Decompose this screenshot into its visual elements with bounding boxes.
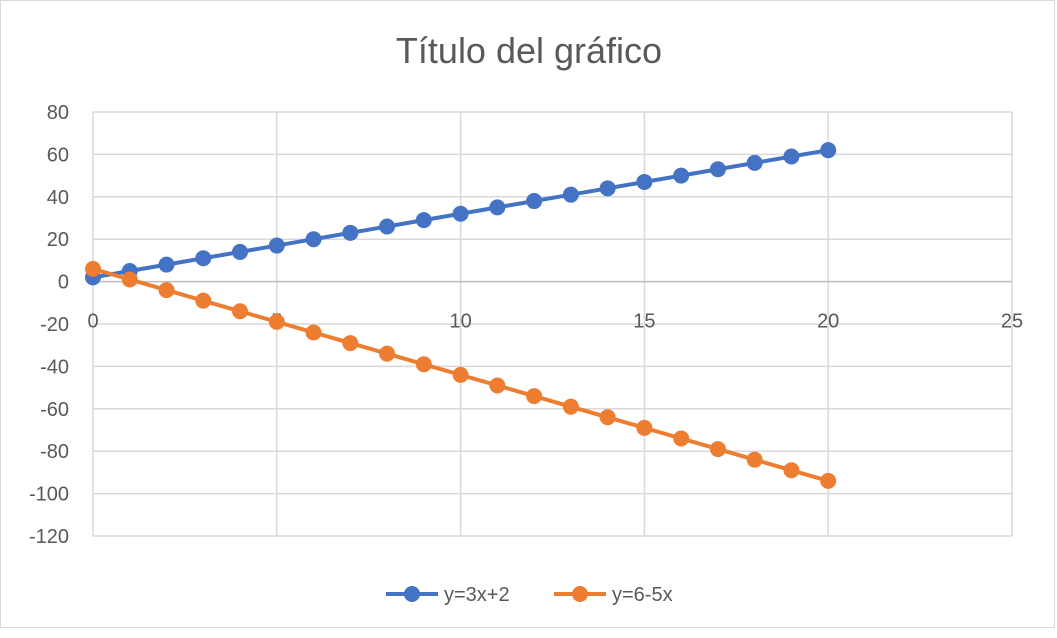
y-tick-label-0: 80 [47, 102, 69, 124]
series-2-point-16 [673, 430, 690, 447]
series-1-point-19 [783, 148, 800, 165]
series-1-point-2 [158, 256, 175, 273]
y-tick-label-3: 20 [47, 229, 69, 251]
series-2-point-13 [562, 398, 579, 415]
series-2-point-2 [158, 282, 175, 299]
series-layer [85, 142, 837, 489]
series-1-point-6 [305, 231, 322, 248]
y-tick-label-10: -120 [29, 526, 69, 548]
series-2-point-15 [636, 419, 653, 436]
chart-title: Título del gráfico [396, 30, 662, 71]
y-tick-label-8: -80 [40, 441, 69, 463]
legend-label-2: y=6-5x [612, 584, 673, 606]
series-1-point-8 [379, 218, 396, 235]
series-2-point-3 [195, 292, 212, 309]
series-1-point-15 [636, 173, 653, 190]
series-2-point-8 [379, 345, 396, 362]
series-1-point-4 [232, 243, 249, 260]
series-1-point-5 [268, 237, 285, 254]
series-1-point-13 [562, 186, 579, 203]
x-tick-label-0: 0 [87, 311, 98, 333]
series-1-point-18 [746, 154, 763, 171]
series-1-point-14 [599, 180, 616, 197]
y-tick-label-7: -60 [40, 399, 69, 421]
legend-item-2: y=6-5x [554, 584, 673, 606]
y-tick-label-9: -100 [29, 484, 69, 506]
series-2-point-6 [305, 324, 322, 341]
y-tick-label-1: 60 [47, 144, 69, 166]
y-axis-labels: 80 60 40 20 0 -20 -40 -60 -80 -100 -120 [29, 102, 69, 548]
series-2-point-20 [820, 472, 837, 489]
legend-marker-2 [572, 586, 588, 602]
x-tick-label-2: 10 [449, 311, 471, 333]
series-1-point-12 [526, 193, 543, 210]
legend: y=3x+2 y=6-5x [386, 584, 673, 606]
series-2-point-14 [599, 409, 616, 426]
series-1-point-7 [342, 224, 359, 241]
series-2-point-4 [232, 303, 249, 320]
legend-item-1: y=3x+2 [386, 584, 510, 606]
series-1-point-20 [820, 142, 837, 159]
series-1-point-17 [709, 161, 726, 178]
x-tick-label-3: 15 [633, 311, 655, 333]
series-1-point-9 [415, 212, 432, 229]
series-2-point-9 [415, 356, 432, 373]
x-tick-label-5: 25 [1001, 311, 1023, 333]
series-2-point-0 [85, 260, 101, 277]
legend-marker-1 [404, 586, 420, 602]
series-1-point-10 [452, 205, 469, 222]
x-axis-labels: 0510152025 [87, 311, 1023, 333]
series-2-point-17 [709, 441, 726, 458]
y-tick-label-4: 0 [58, 272, 69, 294]
y-tick-label-6: -40 [40, 356, 69, 378]
grid-lines [92, 111, 1013, 537]
series-2-point-5 [268, 313, 285, 330]
legend-label-1: y=3x+2 [444, 584, 510, 606]
x-tick-label-4: 20 [817, 311, 839, 333]
series-2-point-1 [121, 271, 138, 288]
series-2-point-19 [783, 462, 800, 479]
series-1-point-3 [195, 250, 212, 267]
y-tick-label-2: 40 [47, 187, 69, 209]
series-1-point-16 [673, 167, 690, 184]
series-1-point-11 [489, 199, 506, 216]
series-2-point-12 [526, 388, 543, 405]
y-tick-label-5: -20 [40, 314, 69, 336]
series-2-point-10 [452, 366, 469, 383]
series-2-point-11 [489, 377, 506, 394]
series-2-point-7 [342, 335, 359, 352]
series-2-point-18 [746, 451, 763, 468]
